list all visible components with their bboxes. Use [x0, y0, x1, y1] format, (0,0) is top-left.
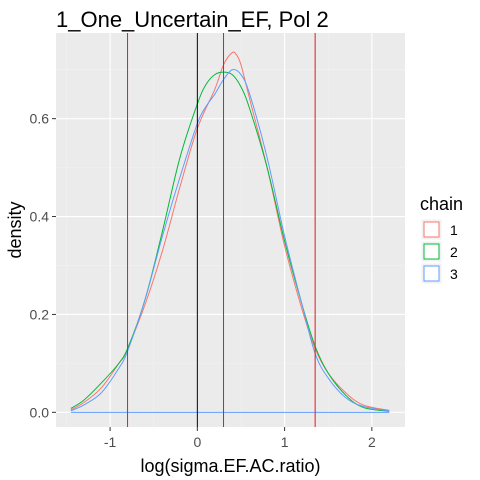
- y-tick-label: 0.6: [30, 111, 50, 127]
- chart-title: 1_One_Uncertain_EF, Pol 2: [56, 7, 329, 32]
- legend-label-3: 3: [450, 266, 458, 282]
- y-tick-label: 0.2: [30, 306, 50, 322]
- x-axis-title: log(sigma.EF.AC.ratio): [140, 456, 320, 476]
- x-tick-label: 1: [281, 434, 289, 450]
- legend: chain 1 2 3: [420, 194, 463, 285]
- y-tick-label: 0.0: [30, 404, 50, 420]
- legend-swatch-1: [423, 221, 440, 238]
- x-axis-ticks: -1 0 1 2: [104, 427, 376, 450]
- y-axis-title: density: [5, 201, 25, 258]
- legend-swatch-2: [423, 243, 440, 260]
- y-tick-label: 0.4: [30, 209, 50, 225]
- x-tick-label: 0: [193, 434, 201, 450]
- x-tick-label: -1: [104, 434, 117, 450]
- legend-label-1: 1: [450, 222, 458, 238]
- reference-lines: [127, 33, 316, 427]
- legend-swatch-3: [423, 265, 440, 282]
- legend-label-2: 2: [450, 244, 458, 260]
- legend-title: chain: [420, 194, 463, 214]
- y-axis-ticks: 0.0 0.2 0.4 0.6: [30, 111, 56, 420]
- plot-panel: [56, 33, 405, 427]
- minor-grid: [56, 33, 405, 427]
- x-tick-label: 2: [368, 434, 376, 450]
